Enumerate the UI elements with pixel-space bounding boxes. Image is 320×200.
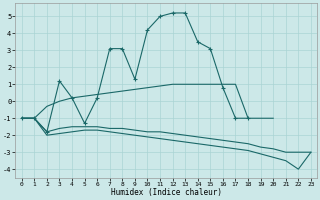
X-axis label: Humidex (Indice chaleur): Humidex (Indice chaleur) (111, 188, 222, 197)
